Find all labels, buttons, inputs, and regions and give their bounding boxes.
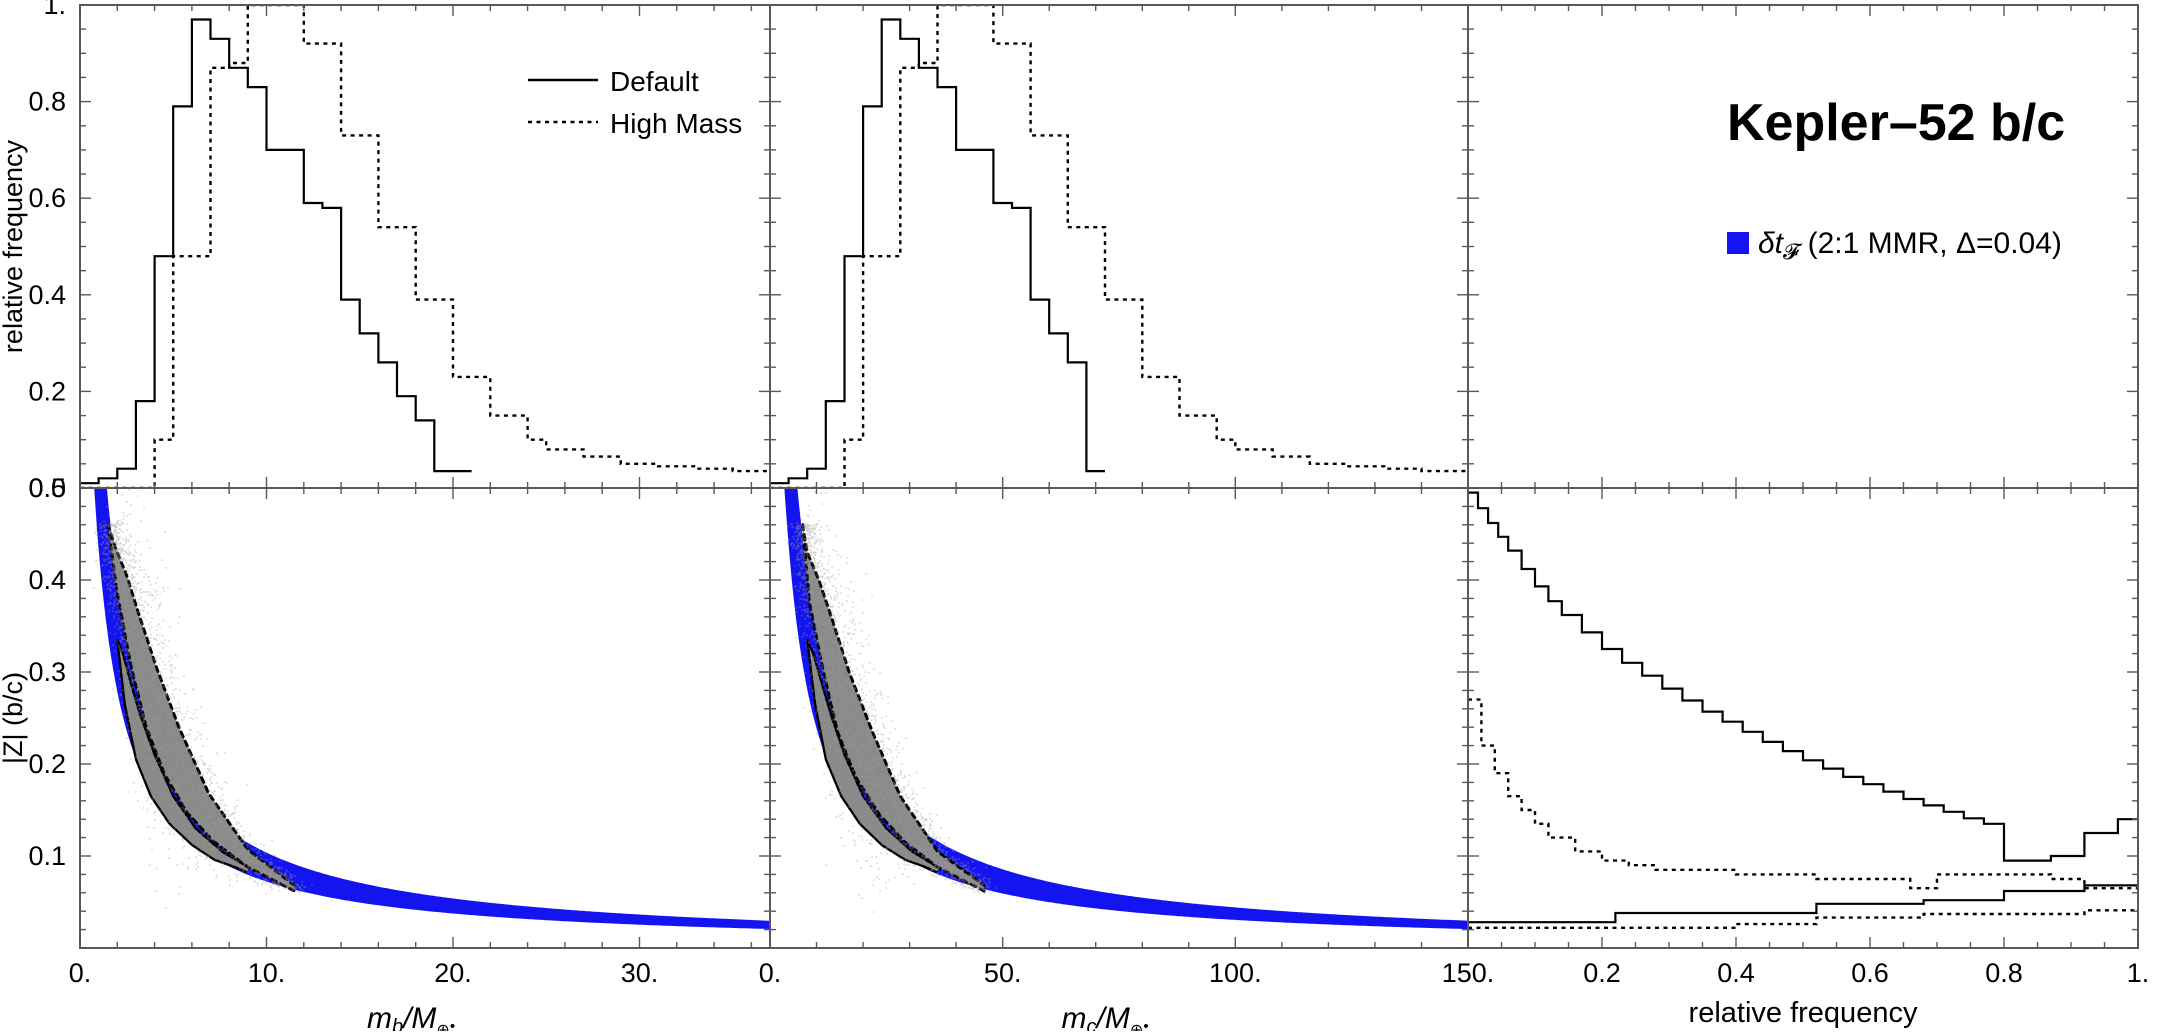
svg-text:150.: 150. bbox=[1442, 958, 1495, 988]
svg-text:|Z| (b/c): |Z| (b/c) bbox=[0, 672, 28, 764]
svg-text:0.4: 0.4 bbox=[1717, 958, 1755, 988]
svg-text:relative frequency: relative frequency bbox=[0, 139, 28, 353]
svg-text:0.2: 0.2 bbox=[28, 376, 66, 406]
svg-text:10.: 10. bbox=[248, 958, 286, 988]
svg-text:High Mass: High Mass bbox=[610, 108, 742, 139]
svg-text:100.: 100. bbox=[1209, 958, 1262, 988]
svg-text:50.: 50. bbox=[984, 958, 1022, 988]
svg-text:1.: 1. bbox=[2127, 958, 2150, 988]
svg-text:0.6: 0.6 bbox=[28, 183, 66, 213]
svg-text:0.2: 0.2 bbox=[1583, 958, 1621, 988]
svg-text:0.4: 0.4 bbox=[28, 280, 66, 310]
svg-text:0.: 0. bbox=[69, 958, 92, 988]
svg-text:20.: 20. bbox=[434, 958, 472, 988]
svg-text:0.5: 0.5 bbox=[28, 473, 66, 503]
svg-text:0.8: 0.8 bbox=[1985, 958, 2023, 988]
svg-text:relative frequency: relative frequency bbox=[1689, 997, 1918, 1029]
svg-text:Kepler–52 b/c: Kepler–52 b/c bbox=[1727, 94, 2065, 152]
svg-text:δt𝓕 (2:1 MMR, Δ=0.04): δt𝓕 (2:1 MMR, Δ=0.04) bbox=[1758, 227, 2062, 264]
svg-text:Default: Default bbox=[610, 66, 699, 97]
svg-text:0.3: 0.3 bbox=[28, 657, 66, 687]
svg-text:30.: 30. bbox=[621, 958, 659, 988]
svg-text:0.4: 0.4 bbox=[28, 565, 66, 595]
svg-text:0.6: 0.6 bbox=[1851, 958, 1889, 988]
svg-text:0.2: 0.2 bbox=[28, 749, 66, 779]
svg-text:0.8: 0.8 bbox=[28, 87, 66, 117]
svg-text:1.: 1. bbox=[43, 0, 66, 20]
svg-text:0.1: 0.1 bbox=[28, 841, 66, 871]
svg-text:0.: 0. bbox=[759, 958, 782, 988]
